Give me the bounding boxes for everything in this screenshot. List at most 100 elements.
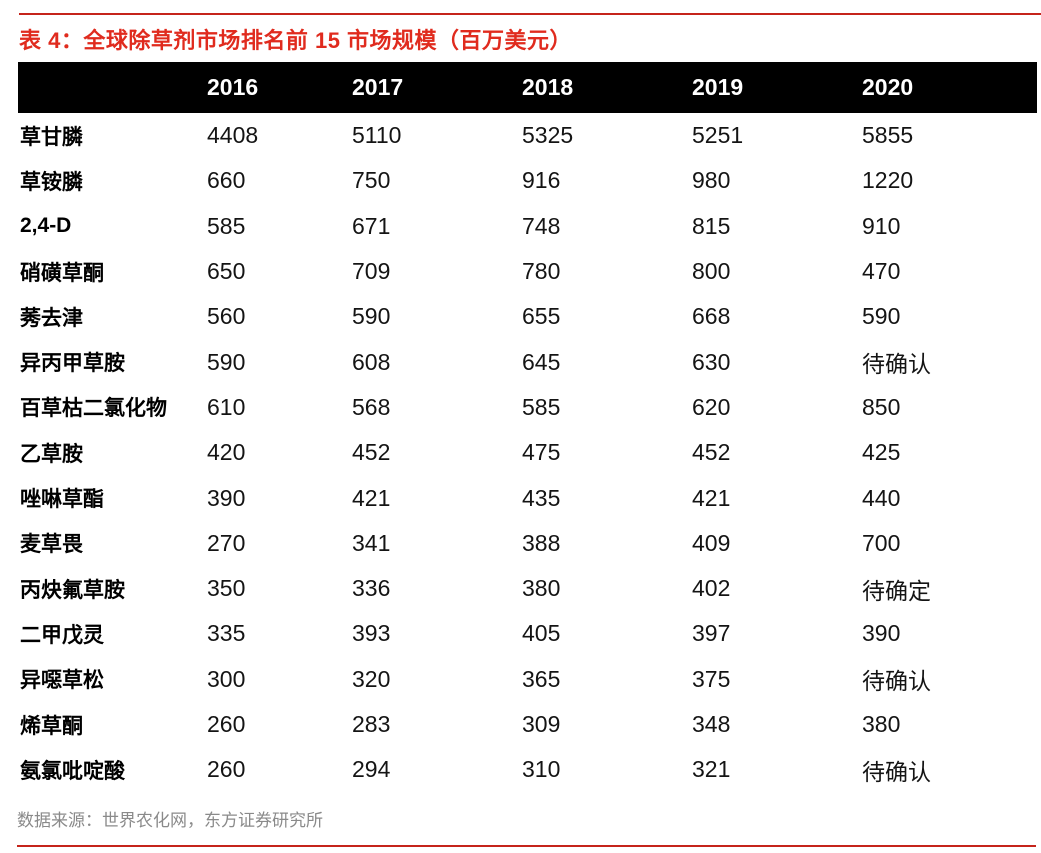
bottom-accent-rule <box>17 845 1036 847</box>
cell-value: 320 <box>352 665 391 692</box>
cell-value: 380 <box>522 575 561 602</box>
cell-value: 待确认 <box>862 758 931 785</box>
row-label: 丙炔氟草胺 <box>20 578 125 602</box>
cell-value: 388 <box>522 529 561 556</box>
cell-value: 5325 <box>522 122 574 149</box>
cell-value: 365 <box>522 665 561 692</box>
cell-value: 440 <box>862 484 901 511</box>
cell-value: 452 <box>692 439 731 466</box>
cell-value: 309 <box>522 711 561 737</box>
cell-value: 475 <box>522 439 561 466</box>
row-label: 2,4-D <box>20 214 72 238</box>
table-row: 氨氯吡啶酸 260 294 310 321 待确认 <box>18 747 1037 792</box>
cell-value: 420 <box>207 439 246 466</box>
cell-value: 660 <box>207 167 246 194</box>
table-row: 唑啉草酯 390 421 435 421 440 <box>18 475 1037 520</box>
cell-value: 800 <box>692 258 731 285</box>
table-row: 草铵膦 660 750 916 980 1220 <box>18 158 1037 203</box>
table-row: 二甲戊灵 335 393 405 397 390 <box>18 611 1037 656</box>
cell-value: 390 <box>207 484 246 511</box>
cell-value: 435 <box>522 484 561 511</box>
cell-value: 402 <box>692 575 731 602</box>
cell-value: 397 <box>692 620 731 647</box>
column-header-2016: 2016 <box>205 62 350 113</box>
cell-value: 645 <box>522 348 561 375</box>
table-row: 莠去津 560 590 655 668 590 <box>18 294 1037 339</box>
cell-value: 待确认 <box>862 668 931 695</box>
cell-value: 4408 <box>207 122 259 149</box>
table-row: 百草枯二氯化物 610 568 585 620 850 <box>18 385 1037 430</box>
cell-value: 283 <box>352 711 391 737</box>
cell-value: 910 <box>862 212 901 239</box>
cell-value: 5855 <box>862 122 914 149</box>
cell-value: 待确定 <box>862 577 931 604</box>
cell-value: 348 <box>692 711 731 737</box>
cell-value: 409 <box>692 529 731 556</box>
cell-value: 260 <box>207 711 246 737</box>
cell-value: 709 <box>352 258 391 285</box>
table-row: 麦草畏 270 341 388 409 700 <box>18 521 1037 566</box>
cell-value: 310 <box>522 756 561 783</box>
cell-value: 610 <box>207 393 246 420</box>
cell-value: 405 <box>522 620 561 647</box>
row-label: 草甘膦 <box>20 125 83 149</box>
table-row: 草甘膦 4408 5110 5325 5251 5855 <box>18 113 1037 158</box>
cell-value: 5110 <box>352 122 402 149</box>
row-label: 草铵膦 <box>20 170 83 194</box>
cell-value: 321 <box>692 756 731 783</box>
cell-value: 750 <box>352 167 391 194</box>
row-label: 乙草胺 <box>20 442 83 466</box>
row-label: 莠去津 <box>20 306 83 330</box>
table-row: 异丙甲草胺 590 608 645 630 待确认 <box>18 339 1037 384</box>
top-accent-rule <box>19 13 1041 15</box>
table-title: 表 4：全球除草剂市场排名前 15 市场规模（百万美元） <box>19 28 573 53</box>
cell-value: 620 <box>692 393 731 420</box>
cell-value: 390 <box>862 620 901 647</box>
cell-value: 780 <box>522 258 561 285</box>
row-label: 百草枯二氯化物 <box>20 397 167 421</box>
cell-value: 350 <box>207 575 246 602</box>
cell-value: 916 <box>522 167 561 194</box>
column-header-2019: 2019 <box>690 62 860 113</box>
cell-value: 5251 <box>692 122 744 149</box>
cell-value: 300 <box>207 665 246 692</box>
cell-value: 671 <box>352 212 391 239</box>
row-label: 唑啉草酯 <box>20 488 104 512</box>
cell-value: 294 <box>352 756 391 783</box>
row-label: 异噁草松 <box>20 669 104 693</box>
cell-value: 393 <box>352 620 391 647</box>
table-row: 硝磺草酮 650 709 780 800 470 <box>18 249 1037 294</box>
cell-value: 452 <box>352 439 391 466</box>
cell-value: 421 <box>352 484 391 511</box>
table-row: 乙草胺 420 452 475 452 425 <box>18 430 1037 475</box>
cell-value: 590 <box>207 348 246 375</box>
table-body: 草甘膦 4408 5110 5325 5251 5855 草铵膦 660 750 916 980 12… <box>18 113 1037 792</box>
cell-value: 700 <box>862 529 901 556</box>
cell-value: 568 <box>352 393 391 420</box>
cell-value: 1220 <box>862 167 914 194</box>
row-label: 麦草畏 <box>20 533 83 557</box>
cell-value: 341 <box>352 529 391 556</box>
market-size-table-container: 2016 2017 2018 2019 2020 草甘膦 4408 5110 5325… <box>18 62 1037 792</box>
cell-value: 336 <box>352 575 391 602</box>
cell-value: 655 <box>522 303 561 330</box>
cell-value: 260 <box>207 756 246 783</box>
table-row: 异噁草松 300 320 365 375 待确认 <box>18 657 1037 702</box>
cell-value: 421 <box>692 484 731 511</box>
cell-value: 585 <box>207 212 246 239</box>
row-label: 烯草酮 <box>20 714 83 738</box>
cell-value: 630 <box>692 348 731 375</box>
cell-value: 590 <box>352 303 391 330</box>
cell-value: 668 <box>692 303 731 330</box>
cell-value: 980 <box>692 167 731 194</box>
cell-value: 375 <box>692 665 731 692</box>
cell-value: 待确认 <box>862 351 931 378</box>
cell-value: 590 <box>862 303 901 330</box>
cell-value: 335 <box>207 620 246 647</box>
cell-value: 470 <box>862 258 901 285</box>
column-header-2018: 2018 <box>520 62 690 113</box>
cell-value: 748 <box>522 212 561 239</box>
table-row: 丙炔氟草胺 350 336 380 402 待确定 <box>18 566 1037 611</box>
row-label: 异丙甲草胺 <box>20 352 125 376</box>
